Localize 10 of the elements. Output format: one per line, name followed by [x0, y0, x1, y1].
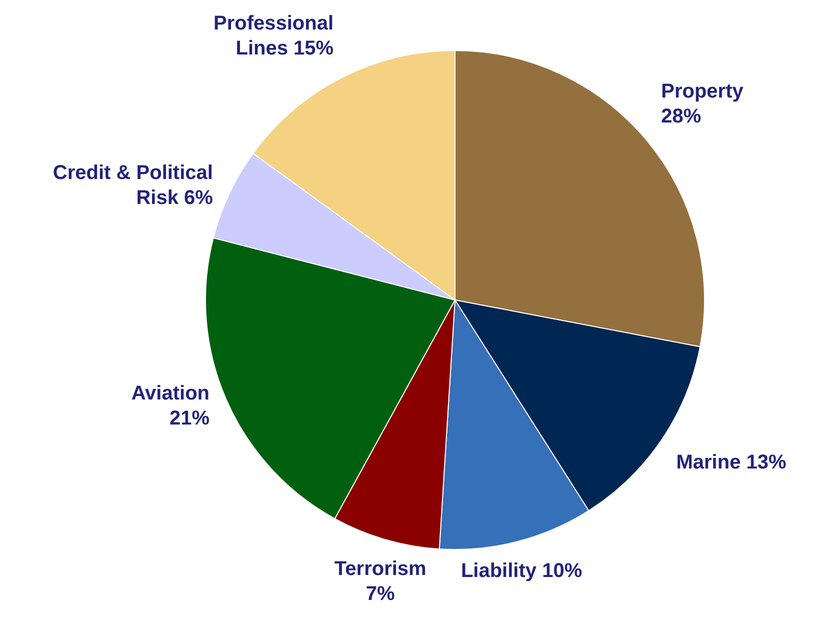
slice-label: Professional Lines 15%: [214, 12, 334, 60]
slice-label: Property: [661, 80, 744, 103]
slice-label: Credit & Political Risk 6%: [52, 162, 214, 210]
data-label: 28%: [661, 106, 702, 128]
data-label: 7%: [366, 582, 396, 605]
slice-label: Liability 10%: [460, 560, 582, 582]
slice-label: Marine 13%: [676, 451, 787, 474]
data-label: 21%: [169, 407, 210, 430]
slice-label: Aviation: [131, 382, 210, 404]
slice-label: Terrorism: [334, 558, 426, 580]
